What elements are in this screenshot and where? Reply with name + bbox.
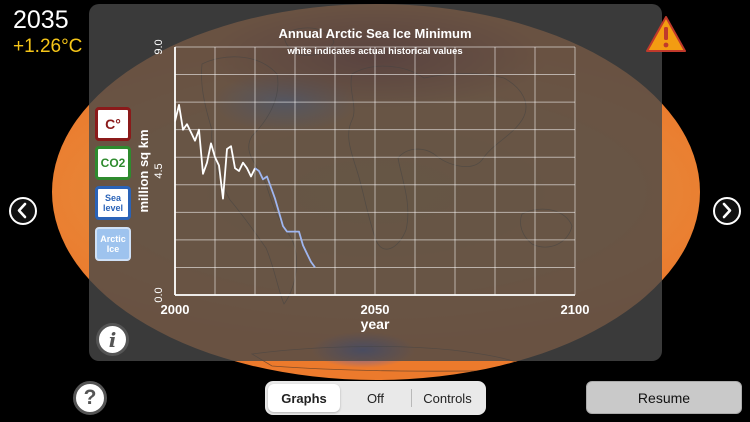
arctic-ice-variable-label: Arctic Ice	[100, 234, 126, 254]
arctic-ice-label-line1: Arctic	[100, 234, 126, 244]
temperature-readout: +1.26°C	[13, 36, 83, 57]
sea-level-variable-button[interactable]: Sea level	[95, 186, 131, 220]
previous-arrow-button[interactable]	[9, 197, 37, 225]
chevron-right-icon	[722, 202, 732, 219]
segment-divider	[411, 389, 412, 407]
question-icon: ?	[83, 386, 97, 409]
warning-triangle-icon[interactable]	[646, 15, 686, 53]
temperature-variable-label: C°	[105, 116, 121, 132]
arctic-ice-label-line2: Ice	[106, 244, 120, 254]
segment-controls[interactable]: Controls	[423, 390, 472, 406]
sea-level-label-line1: Sea	[104, 193, 121, 203]
help-button[interactable]: ?	[73, 381, 107, 415]
graph-overlay-panel	[89, 4, 662, 361]
sea-level-label-line2: level	[102, 203, 124, 213]
year-readout: 2035	[13, 6, 69, 34]
chevron-left-icon	[17, 202, 27, 219]
temperature-variable-button[interactable]: C°	[95, 107, 131, 141]
info-button[interactable]: i	[96, 323, 129, 356]
sea-level-variable-label: Sea level	[103, 193, 123, 213]
view-mode-segmented-control: Graphs Off Controls	[265, 381, 486, 415]
next-arrow-button[interactable]	[713, 197, 741, 225]
arctic-ice-variable-button[interactable]: Arctic Ice	[95, 227, 131, 261]
resume-button[interactable]: Resume	[586, 381, 742, 414]
co2-variable-button[interactable]: CO2	[95, 146, 131, 180]
segment-off[interactable]: Off	[366, 390, 385, 406]
co2-variable-label: CO2	[100, 156, 126, 170]
info-icon: i	[108, 327, 117, 352]
segment-graphs[interactable]: Graphs	[268, 384, 340, 412]
